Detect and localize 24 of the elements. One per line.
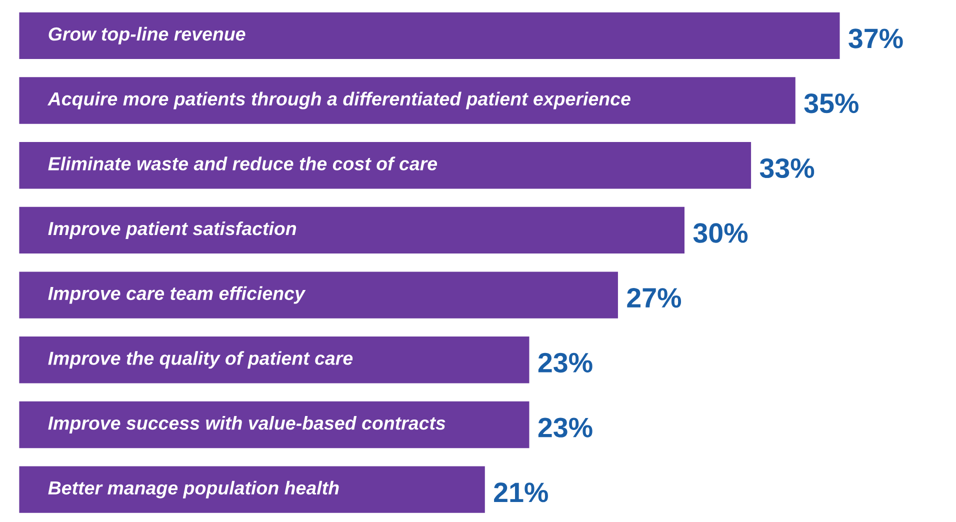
bar bbox=[19, 142, 752, 189]
y-tick-label: Improve success with value-based contracts bbox=[48, 416, 446, 434]
y-tick-label: Acquire more patients through a differentiated patient experience bbox=[47, 92, 630, 110]
bar bbox=[19, 206, 684, 254]
data-label: 23% bbox=[538, 418, 592, 438]
bar bbox=[19, 12, 840, 60]
y-tick-label: Eliminate waste and reduce the cost of care bbox=[48, 156, 438, 170]
data-label: 33% bbox=[760, 158, 814, 178]
bar bbox=[19, 336, 530, 384]
bar bbox=[19, 77, 796, 124]
y-tick-label: Better manage population health bbox=[48, 480, 339, 498]
data-label: 23% bbox=[538, 352, 592, 373]
data-label: 27% bbox=[627, 288, 682, 308]
data-label: 21% bbox=[494, 482, 548, 502]
data-label: 30% bbox=[693, 223, 748, 243]
bar bbox=[19, 466, 485, 513]
data-label: 35% bbox=[804, 93, 858, 114]
y-tick-label: Grow top-line revenue bbox=[48, 26, 246, 44]
bar bbox=[19, 401, 530, 448]
bar bbox=[19, 272, 618, 318]
y-tick-label: Improve care team efficiency bbox=[48, 286, 306, 304]
y-tick-label: Improve patient satisfaction bbox=[48, 221, 296, 239]
y-tick-label: Improve the quality of patient care bbox=[48, 351, 353, 369]
data-label: 37% bbox=[848, 28, 903, 48]
